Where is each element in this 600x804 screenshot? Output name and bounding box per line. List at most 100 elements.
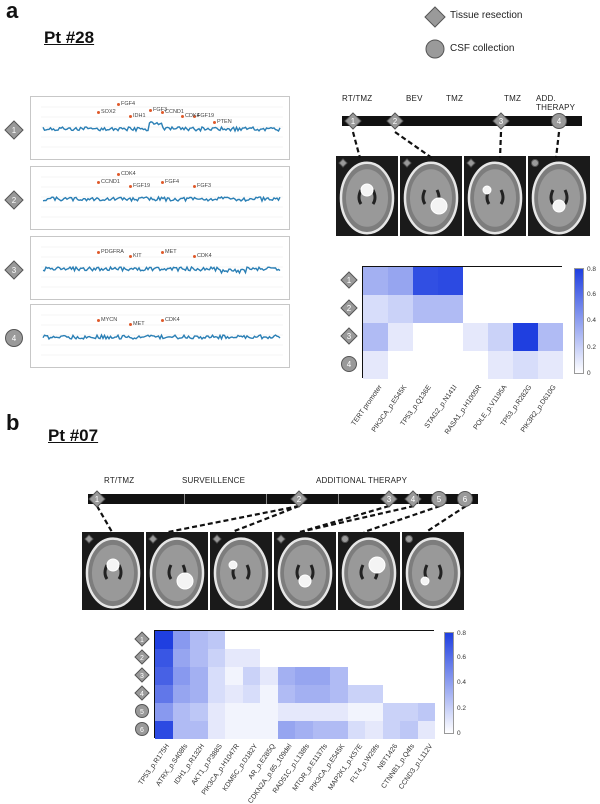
circle-marker-shape [457,491,473,507]
panel-b-patient-title: Pt #07 [48,426,99,445]
heatmap-cell [172,667,190,685]
marker-label: 4 [140,691,144,698]
legend-circle-icon [425,39,445,59]
heatmap-cell [312,649,330,667]
timeline-phase-label: ADD. THERAPY [536,94,576,112]
diamond-marker-shape [134,631,150,647]
brain-tissue [345,169,389,227]
mri-scan-3 [210,532,272,610]
cnv-gene-dot [117,103,120,106]
heatmap-cell [312,631,330,649]
cnv-gene-dot [97,181,100,184]
heatmap-cell [363,323,388,351]
marker-label: 4 [347,360,352,369]
heatmap-cell [312,703,330,721]
scan-type-marker [402,158,412,168]
heatmap-cell [260,703,278,721]
heatmap-cell [330,631,348,649]
heatmap-cell [190,667,208,685]
diamond-marker-shape [88,490,106,508]
heatmap-cell [438,323,463,351]
heatmap-cell [155,631,173,649]
timeline-phase-label: TMZ [504,94,522,103]
heatmap-cell [295,649,313,667]
diamond-marker-shape [402,158,412,168]
heatmap-cell [438,351,463,379]
ventricles [549,189,569,205]
heatmap-cell [172,703,190,721]
brain-tissue [283,544,327,602]
legend: Tissue resection CSF collection [424,6,594,66]
cnv-sample-marker-2: 2 [4,190,24,210]
heatmap-cell [400,649,418,667]
cnv-gene-label: PDGFRA [101,249,124,255]
panel-b-timeline: RT/TMZ SURVEILLENCE ADDITIONAL THERAPY 1 2 3… [74,474,480,524]
heatmap-cell [365,685,383,703]
cnv-trace [41,314,283,356]
heatmap-cell [260,649,278,667]
heatmap-row-marker-3: 3 [340,327,358,345]
cnv-series-line [42,333,281,341]
scan-type-marker [148,534,158,544]
heatmap-cell [277,703,295,721]
cnv-trace [41,176,283,218]
cnv-gene-dot [161,319,164,322]
heatmap-cell [207,649,225,667]
heatmap-cell [347,631,365,649]
heatmap-row-marker-1: 1 [134,631,150,647]
heatmap-cell [488,295,513,323]
brain-tissue [155,544,199,602]
heatmap-cell [488,267,513,295]
brain-scan-image [277,537,333,609]
mri-scan-5 [338,532,400,610]
heatmap-row-marker-6: 6 [135,722,149,736]
colorbar-tick-label: 0.4 [457,679,467,686]
mri-scan-2 [146,532,208,610]
diamond-marker-shape [276,534,286,544]
heatmap-cell [242,667,260,685]
cnv-plot-1: SOX2 IDH1 CCND1 FGF19 FGF4 FGF3 CDK4 PTEN [30,96,290,160]
cnv-gene-dot [193,185,196,188]
timeline-marker-5: 5 [431,491,447,507]
diamond-marker-shape [290,490,308,508]
heatmap-cell [242,685,260,703]
scan-type-marker [212,534,222,544]
colorbar-tick-label: 0.6 [587,290,597,298]
mri-scan-2 [400,156,462,236]
brain-tissue [409,169,453,227]
cnv-gene-label: FGF3 [153,107,168,113]
heatmap-grid [154,630,435,739]
diamond-marker-shape [4,120,24,140]
heatmap-row-marker-4: 4 [341,356,357,372]
heatmap-cell [400,631,418,649]
diamond-marker-shape [134,685,150,701]
colorbar-tick-label: 0.6 [457,653,467,661]
heatmap-column-label: CCND3_p.L112V [397,743,434,791]
timeline-phase-label: ADDITIONAL THERAPY [316,476,408,485]
mri-scan-6 [402,532,464,610]
brain-scan-image [213,537,269,609]
heatmap-cell [207,703,225,721]
heatmap-row-marker-3: 3 [134,667,150,683]
marker-label: 6 [463,495,468,504]
heatmap-cell [347,703,365,721]
heatmap-cell [413,351,438,379]
circle-marker-shape [551,113,567,129]
scan-type-marker [341,535,349,543]
heatmap-cell [277,685,295,703]
marker-label: 5 [140,709,144,716]
timeline-bar [88,494,478,504]
marker-label: 4 [557,117,562,126]
heatmap-cell [417,631,435,649]
circle-marker-shape [341,356,357,372]
diamond-marker-shape [134,649,150,665]
heatmap-cell [417,721,435,739]
brain-scan-image [85,537,141,609]
lesion-enhancement [106,558,120,572]
diamond-marker-shape [344,112,362,130]
heatmap-cell [190,703,208,721]
heatmap-cell [207,721,225,739]
marker-label: 5 [437,495,442,504]
cnv-gene-label: PTEN [217,119,232,125]
brain-scan-image [341,537,397,609]
